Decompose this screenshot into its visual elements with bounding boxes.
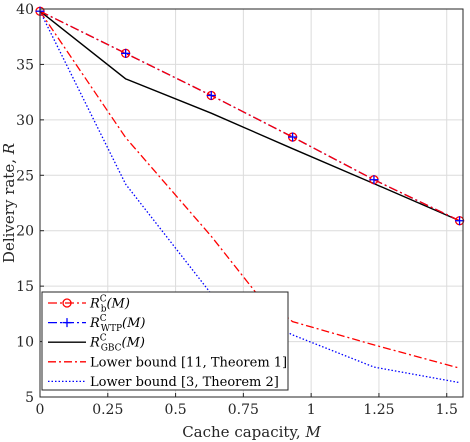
plot-frame [39,8,464,398]
y-tick-label: 40 [16,2,34,18]
y-tick-label: 25 [16,168,34,184]
y-axis-label-text: Delivery rate, [0,154,18,263]
legend-label-sub: GBC [101,344,122,354]
y-tick-label: 35 [16,57,34,73]
y-tick-label: 5 [25,390,34,406]
legend-label-sup: C [100,295,107,305]
series-line [39,10,460,384]
legend-label-arg: (M) [122,336,145,351]
x-axis-label-text: Cache capacity, [182,423,305,441]
x-tick-label: 1.25 [363,402,394,418]
legend-marker-circle [62,298,72,308]
legend-label: Lower bound [3, Theorem 2] [90,375,279,390]
legend-label-sub: WTP [101,324,122,334]
y-tick-label: 30 [16,113,34,129]
ticks: 0 0.25 0.5 0.75 1 1.25 1.5 5 10 15 20 25 30 35 40 [16,2,458,418]
x-tick-label: 0.25 [92,402,123,418]
legend: RC b(M)RC WTP(M)RC GBC(M)Lower bound [11, T… [41,291,289,391]
legend-label: RC GBC(M) [89,334,145,354]
x-tick-label: 0.5 [164,402,186,418]
legend-label-arg: (M) [122,316,145,331]
x-tick-label: 0 [36,402,45,418]
legend-label: RC WTP(M) [89,314,145,334]
legend-box [41,291,289,391]
y-axis-label-var: R [0,143,18,155]
legend-label-main: R [89,297,100,312]
legend-label-main: R [89,316,100,331]
x-tick-label: 1 [307,402,316,418]
series-line [39,10,460,222]
legend-label-sup: C [100,314,107,324]
legend-label-main: R [89,336,100,351]
x-axis-label: Cache capacity, M [182,423,321,441]
legend-label-sup: C [100,334,107,344]
x-axis-label-var: M [304,423,321,441]
legend-label-arg: (M) [106,297,129,312]
x-tick-label: 1.5 [436,402,458,418]
legend-label-sub: b [101,305,107,315]
legend-label: Lower bound [11, Theorem 1] [90,355,287,370]
y-tick-label: 20 [16,224,34,240]
y-axis-label: Delivery rate, R [0,143,18,263]
x-tick-label: 0.75 [228,402,259,418]
y-tick-label: 10 [16,335,34,351]
y-tick-label: 15 [16,279,34,295]
legend-label: RC b(M) [89,295,130,315]
